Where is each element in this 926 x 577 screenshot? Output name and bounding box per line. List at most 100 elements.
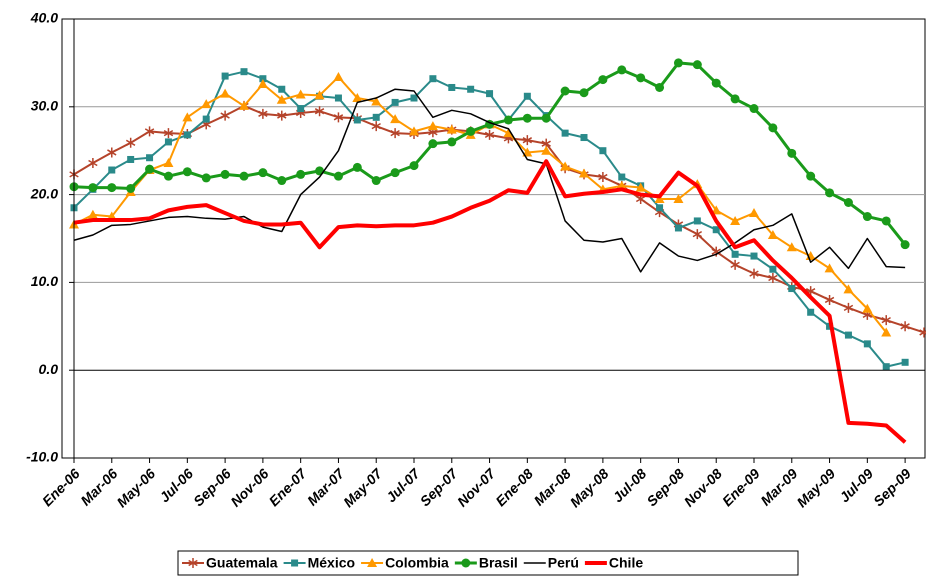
marker <box>163 128 174 139</box>
marker <box>182 112 193 122</box>
marker <box>390 128 400 139</box>
marker <box>656 204 664 212</box>
marker <box>673 58 683 68</box>
marker <box>297 105 305 113</box>
marker <box>616 180 627 190</box>
marker <box>522 113 532 123</box>
marker <box>881 327 892 337</box>
marker <box>333 112 344 123</box>
x-tick-label: May-06 <box>113 465 158 510</box>
legend-box <box>177 550 799 576</box>
marker <box>579 168 589 178</box>
marker <box>580 134 588 142</box>
marker <box>750 252 758 260</box>
legend-label: Brasil <box>479 555 518 571</box>
x-tick-label: Nov-08 <box>681 465 725 509</box>
x-tick-label: Sep-08 <box>643 465 687 509</box>
y-tick-label: 10.0 <box>31 273 58 289</box>
series-line <box>73 159 907 444</box>
legend-label: Colombia <box>385 555 449 571</box>
marker <box>371 121 381 132</box>
marker <box>220 88 231 98</box>
marker <box>429 75 437 83</box>
marker <box>461 558 471 568</box>
marker <box>183 131 191 139</box>
x-tick-label: Nov-07 <box>454 465 499 510</box>
marker <box>428 139 438 149</box>
marker <box>182 167 192 177</box>
marker <box>768 273 778 284</box>
marker <box>787 148 797 158</box>
marker <box>863 340 871 348</box>
marker <box>825 188 835 198</box>
marker <box>674 224 682 232</box>
marker <box>901 358 909 366</box>
marker <box>486 90 494 98</box>
x-tick-label: Sep-07 <box>417 465 462 510</box>
marker <box>900 240 910 250</box>
marker <box>427 121 438 131</box>
marker <box>749 104 759 114</box>
marker <box>673 193 684 203</box>
marker <box>881 216 891 226</box>
marker <box>314 106 325 117</box>
x-tick-label: Sep-06 <box>190 465 234 509</box>
marker <box>220 110 230 121</box>
marker <box>239 100 249 110</box>
marker <box>276 94 287 104</box>
x-tick-label: Mar-06 <box>77 465 120 508</box>
x-tick-label: Mar-08 <box>531 465 574 508</box>
marker <box>824 263 835 273</box>
marker <box>503 115 513 125</box>
marker <box>278 85 286 93</box>
marker <box>560 86 570 96</box>
marker <box>390 114 401 124</box>
y-tick-label: 0.0 <box>39 361 59 377</box>
marker <box>598 75 608 85</box>
marker <box>560 161 571 171</box>
marker <box>372 113 380 121</box>
marker <box>636 73 646 83</box>
marker <box>127 155 135 163</box>
marker <box>220 169 230 179</box>
marker <box>314 90 325 100</box>
marker <box>843 302 854 313</box>
marker <box>711 78 721 88</box>
marker <box>201 99 212 109</box>
marker <box>843 284 854 294</box>
axes: -10.00.010.020.030.040.0Ene-06Mar-06May-… <box>26 10 925 510</box>
marker <box>712 226 720 234</box>
x-tick-label: May-09 <box>793 465 838 510</box>
marker <box>163 157 174 167</box>
marker <box>522 135 533 146</box>
marker <box>862 303 873 313</box>
marker <box>655 82 665 92</box>
marker <box>824 294 835 305</box>
marker <box>786 242 797 252</box>
marker <box>503 128 514 138</box>
marker <box>126 183 136 193</box>
marker <box>371 176 381 186</box>
marker <box>881 315 891 326</box>
marker <box>467 85 475 93</box>
marker <box>259 75 267 83</box>
x-tick-label: Nov-06 <box>227 465 271 509</box>
marker <box>88 183 98 193</box>
marker <box>391 98 399 106</box>
marker <box>448 83 456 91</box>
series-line <box>73 70 906 368</box>
marker <box>334 94 342 102</box>
marker <box>806 171 816 181</box>
lines <box>69 58 926 444</box>
marker <box>692 229 703 240</box>
marker <box>692 60 702 70</box>
marker <box>333 171 343 181</box>
marker <box>862 212 872 222</box>
marker <box>919 327 926 338</box>
marker <box>296 169 306 179</box>
marker <box>164 138 172 146</box>
marker <box>769 265 777 273</box>
marker <box>258 108 268 119</box>
